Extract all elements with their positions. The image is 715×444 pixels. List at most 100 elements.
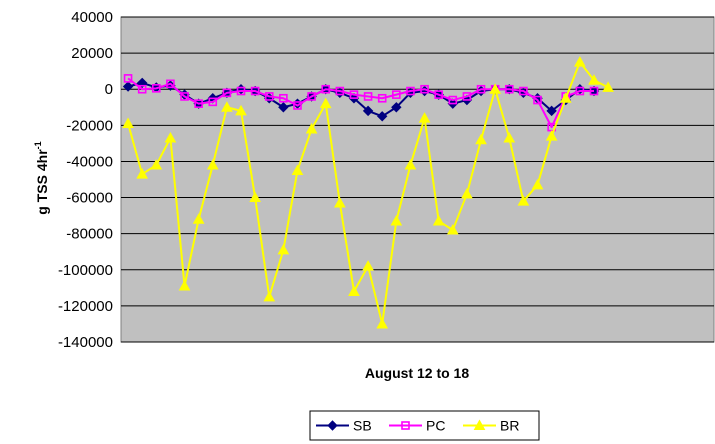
- data-point: [476, 84, 486, 94]
- data-point: [418, 112, 431, 123]
- data-point: [164, 131, 177, 143]
- data-point: [589, 86, 599, 96]
- series-layer: [122, 56, 614, 329]
- data-point: [545, 130, 558, 141]
- data-point: [462, 92, 472, 101]
- y-tick-label: -140000: [58, 334, 113, 351]
- legend-entry-pc: PC: [389, 418, 445, 434]
- data-point: [123, 74, 133, 83]
- y-tick-label: -80000: [66, 226, 113, 243]
- data-point: [206, 159, 219, 170]
- data-point: [264, 92, 274, 101]
- data-point: [473, 419, 486, 430]
- data-point: [235, 104, 247, 116]
- data-point: [151, 84, 161, 93]
- data-point: [602, 81, 614, 92]
- data-point: [348, 285, 360, 296]
- data-point: [446, 224, 459, 235]
- data-point: [278, 102, 289, 113]
- data-point: [406, 86, 415, 96]
- data-point: [327, 420, 338, 431]
- data-point: [349, 90, 359, 99]
- data-point: [122, 81, 134, 92]
- data-point: [401, 421, 410, 430]
- y-tick-label: -100000: [58, 262, 113, 279]
- data-point: [448, 95, 458, 105]
- data-point: [178, 279, 191, 291]
- data-point: [434, 90, 443, 99]
- data-point: [192, 213, 205, 224]
- data-point: [533, 95, 542, 105]
- data-point: [517, 195, 530, 206]
- data-point: [575, 86, 585, 96]
- data-point: [461, 187, 473, 199]
- data-point: [221, 101, 233, 112]
- data-point: [137, 84, 147, 94]
- data-point: [376, 111, 388, 122]
- data-point: [150, 159, 163, 170]
- x-axis-title: August 12 to 18: [365, 365, 469, 381]
- data-point: [335, 86, 345, 96]
- y-axis-title-superscript: -1: [33, 141, 43, 149]
- data-point: [291, 164, 304, 175]
- y-tick-label: 0: [105, 81, 113, 98]
- data-point: [279, 93, 288, 103]
- data-point: [277, 243, 290, 255]
- y-tick-label: 40000: [71, 9, 113, 26]
- data-point: [390, 214, 403, 226]
- data-point: [559, 92, 572, 103]
- data-point: [236, 86, 246, 96]
- data-point: [503, 131, 516, 143]
- data-point: [475, 133, 487, 145]
- data-point: [432, 214, 445, 226]
- plot-area: [120, 16, 715, 343]
- data-point: [136, 168, 149, 179]
- data-point: [263, 290, 276, 302]
- data-point: [519, 86, 528, 96]
- data-point: [391, 102, 402, 113]
- legend-entry-br: BR: [463, 418, 519, 434]
- data-point: [489, 83, 502, 94]
- y-axis-title: g TSS 4hr-1: [33, 141, 50, 214]
- data-point: [222, 88, 232, 98]
- legend-entry-sb: SB: [316, 418, 372, 434]
- data-point: [574, 56, 586, 67]
- data-point: [546, 105, 557, 117]
- data-point: [249, 191, 261, 203]
- y-tick-label: -20000: [66, 117, 113, 134]
- data-point: [376, 317, 389, 329]
- data-point: [363, 92, 373, 101]
- series-br: [122, 56, 614, 329]
- data-point: [166, 79, 175, 89]
- data-point: [504, 84, 514, 94]
- data-point: [321, 84, 331, 94]
- data-point: [404, 159, 417, 170]
- legend: SB PC BR: [309, 410, 540, 441]
- data-point: [307, 92, 316, 101]
- data-point: [588, 74, 600, 85]
- data-point: [392, 90, 401, 99]
- data-point: [305, 122, 318, 134]
- data-point: [293, 101, 302, 110]
- y-tick-label: -60000: [66, 190, 113, 207]
- data-point: [194, 99, 203, 108]
- data-point: [420, 84, 429, 94]
- plot-background: [120, 16, 715, 343]
- data-point: [319, 97, 332, 109]
- series-line-pc: [127, 77, 594, 129]
- data-point: [208, 97, 218, 107]
- data-point: [333, 196, 346, 208]
- data-point: [531, 178, 544, 190]
- data-point: [377, 93, 387, 103]
- legend-label: BR: [500, 418, 519, 434]
- legend-label: SB: [353, 418, 372, 434]
- y-axis-tick-labels: 40000 20000 0 -20000 -40000 -60000 -80000 -1000…: [58, 9, 113, 351]
- series-pc: [123, 74, 599, 132]
- data-point: [122, 117, 134, 129]
- gridlines: [121, 16, 714, 343]
- y-tick-label: -120000: [58, 298, 113, 315]
- data-point: [180, 92, 189, 101]
- data-point: [362, 260, 374, 271]
- data-point: [362, 105, 374, 117]
